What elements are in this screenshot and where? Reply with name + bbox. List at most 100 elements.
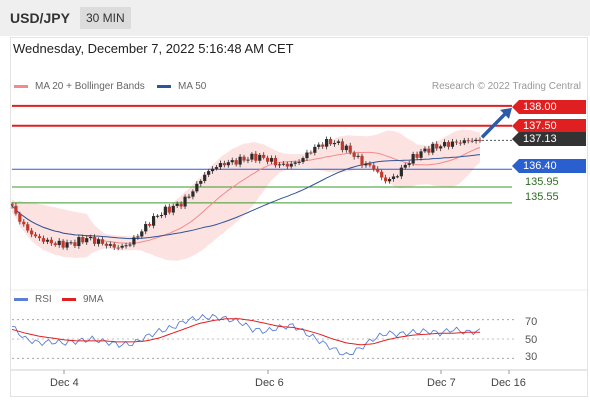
candle-body	[65, 242, 69, 248]
candle-body	[387, 179, 392, 182]
candle-body	[446, 142, 451, 147]
candle-body	[120, 245, 124, 248]
candle-body	[30, 230, 34, 235]
candle-body	[49, 239, 53, 244]
candle-body	[439, 146, 443, 149]
x-tick-dec16: Dec 16	[491, 377, 526, 389]
candle-body	[61, 240, 65, 248]
candle-body	[163, 206, 167, 216]
candle-body	[41, 238, 46, 242]
candle-body	[53, 243, 57, 246]
candle-body	[234, 160, 238, 165]
ma20-line	[11, 147, 481, 244]
candle-body	[395, 176, 400, 178]
candle-body	[277, 164, 282, 166]
level-tag-last-price: 137.13	[512, 132, 586, 146]
legend-rsi-label: RSI	[35, 294, 52, 305]
candle-body	[10, 203, 14, 206]
candle-body	[100, 239, 105, 244]
candle-body	[269, 157, 274, 162]
candle-body	[207, 171, 211, 175]
candle-body	[427, 148, 431, 153]
candle-body	[203, 174, 207, 181]
candle-body	[317, 144, 321, 147]
x-tick-dec4: Dec 4	[50, 377, 79, 389]
rsi-tick-70: 70	[525, 316, 538, 328]
candle-body	[285, 163, 289, 167]
candle-body	[415, 154, 419, 158]
candle-body	[89, 236, 93, 239]
candle-body	[246, 159, 250, 161]
candle-body	[37, 236, 42, 239]
legend-9ma-label: 9MA	[83, 294, 104, 305]
candle-body	[218, 163, 223, 168]
candle-body	[214, 167, 219, 169]
candle-body	[187, 196, 191, 198]
candle-body	[155, 215, 160, 217]
candle-body	[325, 139, 329, 147]
rsi-tick-30: 30	[525, 351, 538, 363]
candle-body	[140, 231, 144, 237]
legend-rsi-swatch	[14, 298, 28, 301]
candle-body	[305, 152, 309, 159]
candle-body	[238, 156, 242, 165]
candle-body	[230, 160, 234, 163]
rsi-9ma-line	[11, 318, 480, 346]
candle-body	[14, 205, 18, 214]
candle-body	[242, 156, 246, 161]
candle-body	[73, 242, 77, 247]
candle-body	[116, 247, 120, 249]
candle-body	[450, 141, 455, 147]
candle-body	[132, 237, 136, 245]
forecast-arrow-shaft	[480, 110, 509, 139]
forecast-arrow-layer	[480, 107, 512, 139]
timestamp: Wednesday, December 7, 2022 5:16:48 AM C…	[13, 41, 294, 56]
candle-body	[159, 215, 164, 217]
legend-ma20-bb: MA 20 + Bollinger Bands	[14, 81, 145, 92]
candle-body	[136, 236, 140, 238]
level-tag-138: 138.00	[512, 100, 586, 114]
candle-body	[293, 162, 297, 164]
level-tag-137-50: 137.50	[512, 119, 586, 133]
candle-body	[309, 152, 313, 154]
candle-body	[250, 153, 254, 160]
candle-body	[33, 234, 38, 237]
candle-body	[104, 243, 108, 246]
candle-body	[344, 145, 348, 151]
forecast-arrow-head	[500, 107, 512, 119]
x-tick-dec6: Dec 6	[255, 377, 284, 389]
legend-ma50: MA 50	[157, 81, 206, 92]
candle-body	[376, 168, 380, 172]
candle-body	[57, 240, 61, 246]
candle-body	[273, 157, 278, 166]
candle-body	[431, 143, 435, 153]
candle-body	[466, 140, 470, 142]
candle-body	[195, 183, 199, 192]
candle-body	[423, 148, 427, 152]
candle-body	[254, 153, 258, 161]
candle-body	[328, 139, 333, 145]
candle-body	[380, 171, 384, 178]
candle-body	[179, 203, 183, 207]
time-axis	[10, 289, 588, 374]
candle-body	[77, 237, 81, 247]
candle-body	[391, 176, 396, 180]
candle-body	[403, 164, 407, 168]
x-tick-dec7: Dec 7	[427, 377, 456, 389]
candle-body	[124, 245, 128, 247]
candle-body	[112, 244, 116, 248]
candle-body	[18, 213, 22, 222]
currency-pair-title: USD/JPY	[10, 10, 70, 26]
candle-body	[348, 145, 352, 153]
candle-body	[478, 139, 482, 141]
timeframe-button[interactable]: 30 MIN	[80, 7, 131, 29]
legend-ma20-label: MA 20 + Bollinger Bands	[35, 81, 145, 92]
candle-body	[281, 163, 285, 165]
legend-ma50-label: MA 50	[178, 81, 207, 92]
candle-body	[297, 161, 301, 163]
candle-body	[108, 244, 112, 246]
candle-body	[352, 152, 356, 157]
level-tag-136-40: 136.40	[512, 159, 586, 173]
candle-body	[183, 196, 187, 207]
